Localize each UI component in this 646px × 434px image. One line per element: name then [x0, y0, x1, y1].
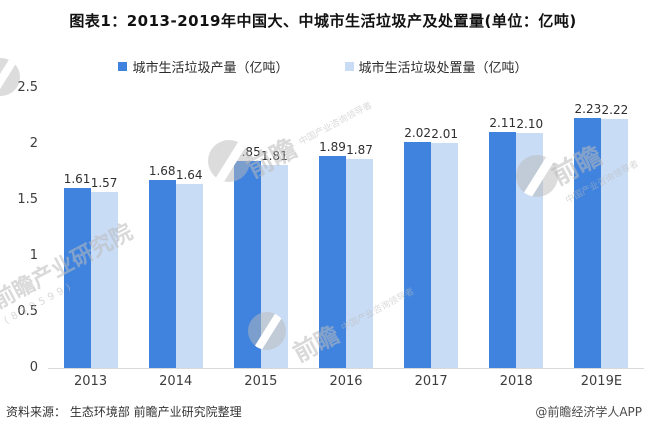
bar-2018-series-0 [489, 132, 517, 368]
bar-2019E-series-0 [574, 118, 602, 368]
legend-swatch-icon [344, 62, 354, 71]
y-tick-label: 0 [29, 360, 38, 375]
bar-group-2019E: 2.23 2.22 [559, 88, 644, 368]
chart-title: 图表1：2013-2019年中国大、中城市生活垃圾产及处置量(单位：亿吨) [69, 12, 577, 30]
bar-value-label: 1.81 [260, 149, 288, 163]
legend-item-0: 城市生活垃圾产量（亿吨） [118, 57, 289, 76]
bar-value-label: 1.87 [346, 143, 373, 157]
bar-group-2013: 1.61 1.57 [48, 88, 133, 368]
legend-item-1: 城市生活垃圾处置量（亿吨） [344, 57, 528, 76]
bar-col: 2.11 [489, 88, 517, 368]
bar-col: 2.22 [601, 88, 629, 368]
y-tick-label: 1 [29, 248, 38, 263]
y-axis: 0 0.5 1 1.5 2 2.5 [0, 80, 40, 375]
bar-2019E-series-1 [601, 119, 629, 368]
bar-value-label: 2.22 [601, 103, 629, 117]
bar-value-label: 2.10 [516, 117, 544, 131]
bar-col: 2.10 [516, 88, 544, 368]
x-tick-label-2016: 2016 [329, 374, 363, 389]
bar-col: 1.61 [63, 88, 91, 368]
bar-col: 1.85 [233, 88, 261, 368]
bar-2013-series-0 [63, 188, 91, 368]
bar-2014-series-0 [148, 180, 176, 368]
bar-group-2018: 2.11 2.10 [474, 88, 559, 368]
bar-2016-series-0 [318, 156, 346, 368]
y-tick-label: 1.5 [17, 192, 38, 207]
bar-col: 2.23 [574, 88, 602, 368]
bar-2016-series-1 [345, 159, 373, 368]
bar-value-label: 2.23 [574, 102, 602, 116]
bar-value-label: 1.61 [63, 172, 91, 186]
bar-2015-series-0 [233, 161, 261, 368]
bar-col: 1.87 [345, 88, 373, 368]
bar-value-label: 1.85 [233, 145, 261, 159]
x-tick-label-2019E: 2019E [580, 374, 623, 389]
bar-value-label: 1.68 [148, 164, 176, 178]
x-tick-label-2014: 2014 [159, 374, 193, 389]
bar-2015-series-1 [260, 165, 288, 368]
legend-swatch-icon [118, 62, 128, 71]
bar-value-label: 2.11 [489, 116, 517, 130]
bar-2013-series-1 [90, 192, 118, 368]
bar-group-2015: 1.85 1.81 [218, 88, 303, 368]
bar-value-label: 2.01 [431, 127, 458, 141]
legend-label: 城市生活垃圾产量（亿吨） [132, 61, 289, 76]
bar-2017-series-0 [404, 142, 432, 368]
y-tick-label: 2.5 [17, 80, 38, 95]
bar-group-2017: 2.02 2.01 [389, 88, 474, 368]
bar-col: 1.81 [260, 88, 288, 368]
y-tick-label: 2 [29, 136, 38, 151]
bar-group-2016: 1.89 1.87 [303, 88, 388, 368]
bar-2017-series-1 [431, 143, 459, 368]
bar-col: 2.02 [404, 88, 432, 368]
x-axis: 2013 2014 2015 2016 2017 2018 2019E [48, 374, 644, 389]
source-note: 资料来源： 生态环境部 前瞻产业研究院整理 [6, 405, 242, 419]
bar-col: 1.64 [175, 88, 203, 368]
legend-label: 城市生活垃圾处置量（亿吨） [358, 61, 528, 76]
bar-col: 1.68 [148, 88, 176, 368]
x-tick-label-2018: 2018 [499, 374, 533, 389]
bar-value-label: 1.57 [90, 176, 118, 190]
plot-area: 1.61 1.57 1.68 1.64 1.85 1.81 1.89 1.87 2.02 2.01… [48, 88, 644, 369]
y-tick-label: 0.5 [17, 304, 38, 319]
bar-group-2014: 1.68 1.64 [133, 88, 218, 368]
bar-col: 1.57 [90, 88, 118, 368]
bar-2018-series-1 [516, 133, 544, 368]
x-tick-label-2017: 2017 [414, 374, 448, 389]
bar-value-label: 1.89 [319, 140, 346, 154]
bar-col: 2.01 [431, 88, 459, 368]
bar-col: 1.89 [318, 88, 346, 368]
x-tick-label-2013: 2013 [74, 374, 108, 389]
bar-value-label: 2.02 [404, 126, 431, 140]
bar-value-label: 1.64 [175, 168, 203, 182]
bar-2014-series-1 [175, 184, 203, 368]
credit-note: @前瞻经济学人APP [535, 405, 642, 419]
x-tick-label-2015: 2015 [244, 374, 278, 389]
legend: 城市生活垃圾产量（亿吨） 城市生活垃圾处置量（亿吨） [0, 57, 646, 76]
